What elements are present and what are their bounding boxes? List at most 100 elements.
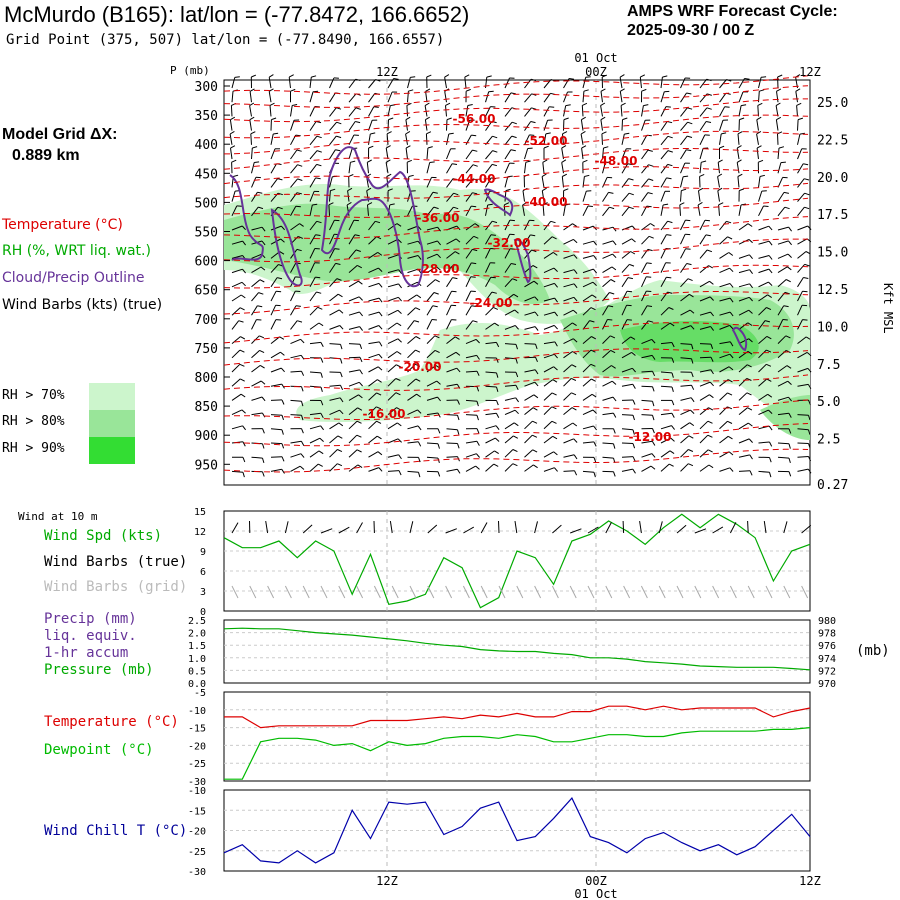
wind-barb-flag (405, 116, 411, 121)
wind-barb (758, 470, 770, 473)
wind-barb-flag (424, 102, 430, 107)
wind-barb (329, 77, 335, 89)
wind-barb (407, 240, 419, 245)
wind-barb (777, 162, 782, 174)
wind-barb (621, 383, 633, 387)
grid-wind-barb (445, 585, 453, 599)
wind-barb-flag (437, 240, 441, 246)
wind-barb (680, 219, 686, 231)
wind-barb-flag (242, 268, 246, 274)
wind-barb-flag (320, 357, 324, 363)
wind-barb-flag (729, 283, 734, 288)
wind-barb-flag (437, 226, 442, 232)
wind-barb-flag (476, 386, 480, 392)
wind-barb-flag (600, 116, 606, 121)
wind-barb-flag (593, 472, 596, 478)
wind-barb (504, 149, 512, 160)
wind-barb-flag (408, 174, 414, 177)
wind-barb-flag (669, 450, 675, 455)
wind-barb-flag (357, 464, 363, 469)
grid-wind-barb (712, 585, 720, 599)
wind-barb (738, 283, 750, 288)
isotherm-line (223, 374, 809, 391)
wind-barb (602, 412, 614, 416)
wind-barb-flag (339, 397, 344, 403)
isotherm-line (223, 85, 809, 108)
wind-barb (270, 319, 277, 330)
top-time-tick-label: 12Z (799, 65, 821, 79)
wind-barb-flag (337, 293, 343, 298)
wind-barb (758, 190, 763, 202)
wind-barb (680, 263, 688, 273)
wind-barb (348, 407, 358, 415)
panel-y-tick-label: -30 (188, 867, 206, 878)
panel-y-tick-label: 0 (200, 607, 206, 618)
wind-barb-flag (646, 205, 652, 208)
legend-temperature: Temperature (°C) (2, 217, 123, 233)
wind-barb-flag (378, 267, 383, 272)
isotherm-line (223, 423, 809, 447)
wind-barb (465, 399, 478, 402)
wind-barb (524, 280, 535, 288)
wind-barb (368, 392, 377, 401)
wind-barb-flag (240, 294, 246, 299)
wind-barb (348, 148, 353, 160)
wind-barb (231, 378, 241, 387)
wind-barb (738, 91, 744, 103)
wind-barb (504, 325, 516, 330)
wind-barb-flag (525, 160, 531, 163)
wind-barb-flag (706, 93, 712, 96)
wind-barb (543, 392, 553, 401)
wind-barb (329, 293, 339, 302)
wind-barb-flag (493, 463, 499, 467)
wind-barb-flag (796, 102, 802, 106)
wind-barb (348, 464, 359, 472)
wind-barb-flag (710, 343, 714, 349)
wind-barb (249, 105, 252, 117)
grid-wind-barb (747, 585, 755, 599)
wind-barb (582, 240, 594, 245)
wind-barb-flag (426, 74, 432, 78)
wind-barb (621, 367, 633, 373)
wind-barb (290, 440, 302, 444)
wind-barb (757, 105, 759, 117)
wind-barb-flag (487, 203, 493, 206)
wind-barb-flag (554, 283, 558, 288)
wind-barb-flag (582, 159, 588, 163)
wind-barb-flag (769, 472, 772, 478)
isotherm-label: -40.00 (525, 195, 568, 209)
wind-barb-flag (768, 255, 773, 260)
pressure-tick-label: 850 (195, 400, 218, 415)
wind-barb (426, 305, 434, 316)
wind-barb-flag (242, 472, 245, 478)
wind-barb (348, 265, 358, 273)
wind-barb (426, 147, 429, 160)
wind-barb (270, 264, 279, 273)
wind-barb (719, 435, 729, 444)
wind-barb (582, 225, 594, 231)
wind-barb-flag (706, 107, 712, 110)
wind-barb-flag (437, 443, 440, 449)
wind-barb-flag (572, 223, 577, 227)
wind-barb-flag (490, 276, 496, 279)
wind-barb-flag (453, 192, 459, 196)
wind-barb-flag (748, 338, 753, 343)
wind-barb-flag (629, 263, 635, 267)
wind-barb (621, 206, 630, 217)
surface-wind-barb (445, 528, 457, 534)
grid-wind-barb (658, 585, 666, 599)
wind-barb-flag (357, 264, 363, 269)
wind-barb (426, 380, 438, 387)
wind-barb-flag (474, 223, 480, 227)
wind-barb (680, 135, 688, 146)
wind-barb (680, 248, 687, 259)
wind-barb-flag (803, 277, 809, 279)
wind-barb-flag (249, 116, 255, 121)
wind-barb-flag (584, 174, 590, 177)
wind-barb (426, 319, 433, 330)
wind-barb (717, 190, 720, 202)
wind-barb-flag (292, 104, 298, 106)
wind-barb-flag (377, 366, 383, 371)
wind-barb-flag (240, 393, 246, 398)
wind-barb (699, 381, 711, 387)
